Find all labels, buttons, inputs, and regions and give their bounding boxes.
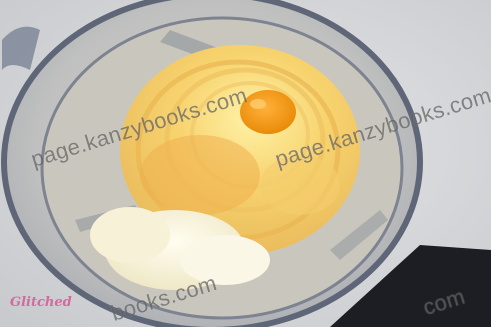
potato-spirals bbox=[120, 45, 360, 255]
brand-logo: Glitched bbox=[10, 295, 72, 310]
yolk-highlight bbox=[250, 99, 266, 109]
egg-yolk bbox=[240, 90, 296, 134]
cheese-pile bbox=[90, 207, 270, 290]
blade-right bbox=[330, 210, 388, 260]
dark-corner bbox=[330, 245, 491, 327]
bowl-handle bbox=[2, 26, 40, 71]
